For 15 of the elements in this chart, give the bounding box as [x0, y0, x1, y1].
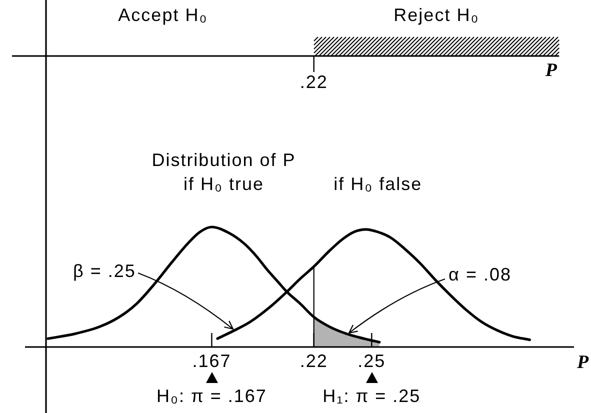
text: P	[545, 60, 557, 81]
text: Distribution of P	[152, 150, 296, 170]
x-tick-label: .22	[300, 350, 328, 371]
annotation: .22	[300, 72, 328, 92]
text: H₀: π = .167	[156, 386, 267, 406]
annotation: β = .25	[73, 260, 136, 281]
x-axis-title: P	[576, 352, 589, 373]
text: Reject H₀	[394, 4, 480, 25]
text: Accept H₀	[118, 4, 208, 25]
x-tick-label: .167	[192, 350, 232, 371]
text: if H₀ true	[183, 174, 264, 194]
text: H₁: π = .25	[322, 386, 421, 406]
annotation: α = .08	[448, 264, 512, 285]
x-tick-label: .25	[358, 350, 386, 371]
text: if H₀ false	[334, 174, 422, 194]
